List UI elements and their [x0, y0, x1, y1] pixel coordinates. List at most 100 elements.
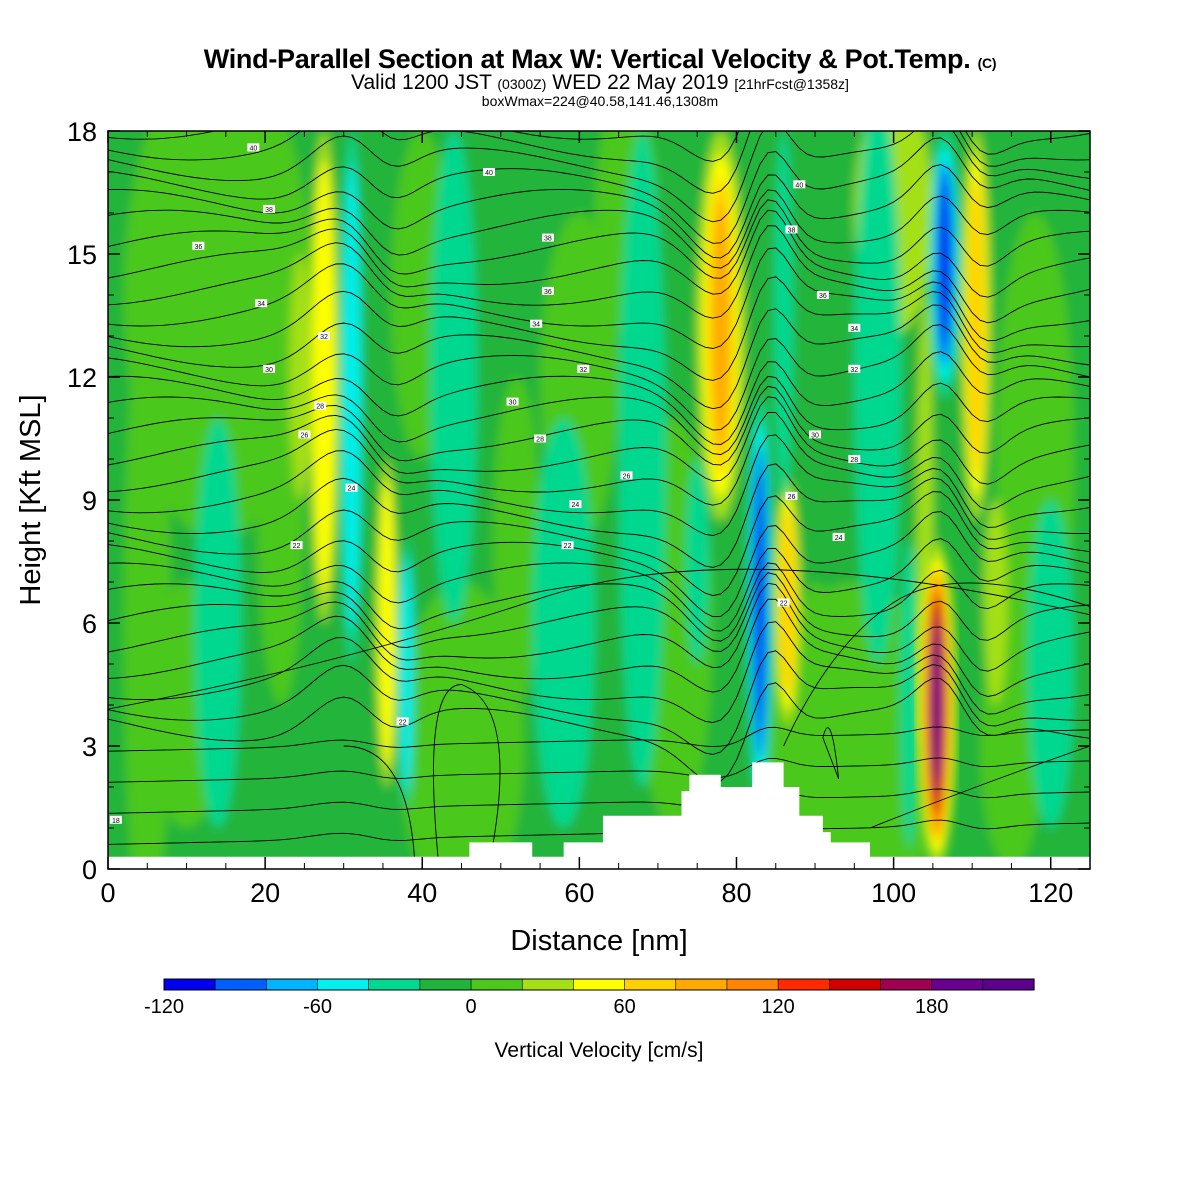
y-axis-title: Height [Kft MSL]: [15, 394, 47, 605]
theta-label-bg: [192, 241, 205, 250]
theta-contour: [343, 745, 415, 857]
theta-label: 34: [530, 319, 543, 329]
velocity-patch: [854, 131, 902, 664]
theta-label: 24: [569, 500, 582, 509]
theta-contour: [108, 131, 1090, 194]
theta-label: 28: [534, 434, 547, 444]
y-tick-label: 6: [82, 609, 97, 639]
valid-time-utc: (0300Z): [497, 76, 547, 92]
vertical-velocity-field: [108, 131, 1090, 869]
theta-label-text: 26: [301, 432, 309, 439]
theta-contour: [108, 463, 1090, 568]
theta-label: 24: [832, 532, 845, 542]
theta-contour: [433, 684, 501, 857]
theta-label-bg: [848, 364, 861, 373]
theta-label-text: 36: [544, 289, 552, 296]
theta-label-bg: [345, 483, 358, 492]
theta-label-text: 34: [257, 301, 265, 308]
theta-label-text: 32: [320, 334, 328, 341]
theta-label-bg: [809, 430, 822, 439]
theta-label-bg: [620, 471, 633, 480]
theta-label: 30: [809, 430, 822, 439]
theta-contour: [108, 572, 1090, 652]
theta-contour: [108, 621, 1090, 724]
velocity-feature: [899, 541, 919, 849]
theta-contour: [108, 757, 1090, 783]
theta-label-bg: [848, 455, 861, 463]
theta-contour: [108, 137, 1090, 244]
theta-label-text: 32: [850, 367, 858, 374]
theta-label-text: 38: [788, 227, 796, 234]
colorbar-swatch: [624, 978, 677, 991]
theta-label-text: 34: [850, 326, 858, 333]
theta-label-bg: [577, 364, 590, 373]
x-tick-label: 20: [250, 878, 280, 908]
theta-label-bg: [541, 233, 554, 242]
x-tick-label: 80: [721, 878, 751, 908]
theta-label-text: 38: [544, 236, 552, 243]
velocity-feature: [712, 201, 729, 451]
velocity-patch: [430, 131, 478, 623]
theta-contour: [108, 788, 1090, 814]
theta-label: 36: [192, 241, 205, 251]
theta-label-bg: [483, 168, 496, 176]
theta-contour: [108, 276, 1090, 381]
colorbar-tick-label: -60: [303, 996, 332, 1018]
theta-label: 32: [848, 364, 861, 374]
colorbar-frame: [163, 978, 1035, 991]
theta-contour: [108, 819, 1090, 845]
velocity-feature: [289, 254, 312, 500]
theta-contour: [108, 650, 1090, 755]
theta-label-bg: [848, 323, 861, 332]
theta-contour: [108, 304, 1090, 410]
theta-contour: [108, 562, 1090, 642]
theta-label-text: 22: [293, 543, 301, 550]
theta-label: 36: [816, 291, 829, 300]
colorbar-swatch: [777, 978, 830, 991]
theta-label-bg: [247, 143, 260, 152]
theta-label-bg: [318, 332, 331, 340]
x-tick-label: 40: [407, 878, 437, 908]
theta-contour: [822, 727, 840, 779]
theta-label-text: 22: [564, 543, 572, 550]
colorbar-swatch: [931, 978, 984, 991]
theta-label-text: 34: [532, 322, 540, 329]
velocity-patch: [1027, 500, 1075, 828]
theta-label-text: 36: [194, 244, 202, 251]
theta-label-bg: [530, 319, 543, 328]
theta-label: 40: [483, 168, 496, 177]
x-axis-title: Distance [nm]: [510, 925, 687, 957]
potential-temperature-contours: [108, 131, 1090, 857]
colorbar: -120 -60 0 60 120 180: [144, 978, 1035, 1018]
colorbar-swatch: [470, 978, 523, 991]
theta-label: 40: [247, 143, 260, 152]
valid-time-prefix: Valid 1200 JST: [351, 71, 492, 94]
theta-label-bg: [263, 364, 276, 373]
theta-label-text: 36: [819, 293, 827, 300]
colorbar-swatch: [675, 978, 728, 991]
theta-contour: [108, 434, 1090, 536]
colorbar-swatch: [521, 978, 575, 991]
theta-label-text: 26: [623, 473, 631, 480]
theta-label-text: 32: [579, 367, 587, 374]
chart-title: Wind-Parallel Section at Max W: Vertical…: [0, 44, 1200, 75]
colorbar-swatch: [573, 978, 626, 991]
velocity-patch: [194, 418, 242, 828]
theta-contour: [108, 511, 1090, 618]
theta-contour: [108, 538, 1090, 632]
colorbar-swatch: [726, 978, 779, 991]
theta-label-bg: [314, 401, 327, 410]
theta-contour: [783, 582, 1090, 747]
colorbar-swatch: [982, 978, 1035, 991]
theta-contour: [108, 225, 1090, 324]
theta-label: 26: [298, 430, 311, 439]
theta-label: 24: [345, 483, 358, 493]
theta-contour: [108, 726, 1090, 752]
theta-label: 30: [506, 397, 519, 407]
theta-label-bg: [785, 225, 798, 234]
theta-contour: [869, 745, 1090, 829]
theta-contour: [108, 131, 1090, 162]
theta-label: 38: [785, 225, 798, 234]
theta-contour: [108, 375, 1090, 456]
contour-labels: 40 38 36 34 32 30 28 26 24 22 22 18 40 38 36 34 32 30 28 26…: [109, 143, 861, 825]
